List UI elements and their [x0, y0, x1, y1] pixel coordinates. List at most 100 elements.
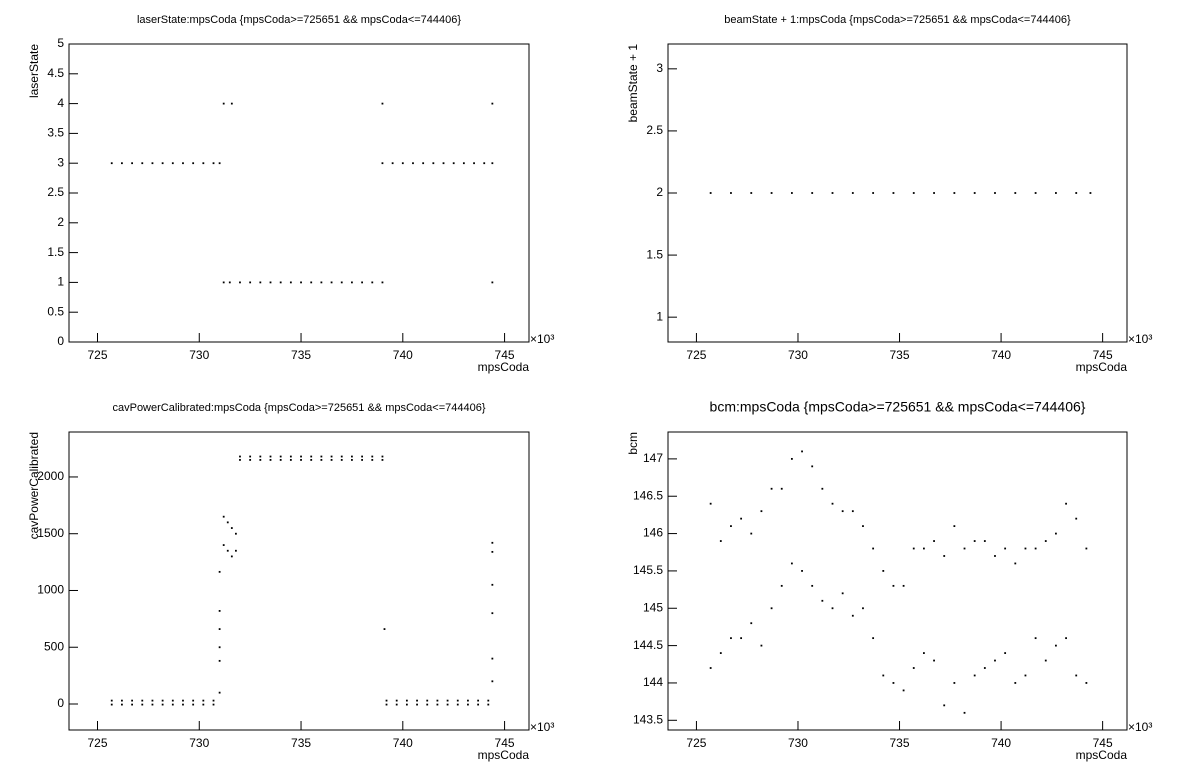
point [872, 547, 875, 550]
point [340, 455, 343, 458]
point [340, 459, 343, 461]
point [953, 192, 956, 194]
point [381, 455, 384, 458]
point [300, 455, 302, 458]
point [249, 281, 252, 284]
y-tick-label: 147 [643, 451, 663, 465]
point [351, 455, 353, 458]
point [381, 459, 384, 461]
point [933, 540, 935, 542]
point [902, 584, 905, 587]
point [770, 607, 773, 610]
x-tick-label: 735 [291, 736, 311, 750]
point [709, 667, 712, 669]
point [892, 192, 895, 194]
point [740, 637, 743, 640]
point [851, 614, 854, 617]
point [192, 703, 195, 706]
point [228, 281, 231, 284]
point [912, 667, 915, 669]
point [226, 549, 229, 552]
point [953, 525, 956, 528]
point [310, 459, 313, 461]
point [1065, 502, 1067, 505]
point [973, 674, 976, 677]
point [436, 699, 439, 702]
point [279, 455, 282, 458]
point [161, 703, 164, 706]
point [1004, 547, 1007, 550]
point [436, 703, 439, 706]
point [381, 102, 384, 105]
point [943, 704, 946, 707]
point [790, 457, 793, 460]
point [446, 699, 449, 702]
point [385, 699, 388, 702]
point [1034, 192, 1037, 194]
point [790, 562, 793, 565]
point [222, 544, 225, 546]
point [442, 162, 445, 165]
point [1065, 637, 1067, 640]
plot-frame [667, 431, 1128, 731]
x-tick-label: 730 [788, 736, 808, 750]
point [1089, 192, 1092, 194]
point [289, 455, 292, 458]
point [831, 502, 834, 505]
point [491, 680, 494, 683]
point [831, 192, 834, 194]
point [218, 691, 221, 694]
point [320, 281, 323, 284]
point [351, 281, 353, 284]
point [171, 162, 174, 165]
x-tick-label: 725 [686, 736, 706, 750]
y-axis-label: laserState [27, 44, 41, 98]
point [218, 646, 221, 649]
point [983, 540, 986, 542]
point [1055, 644, 1057, 647]
point [182, 162, 184, 165]
point [1024, 674, 1027, 677]
point [709, 502, 712, 505]
plot-frame [667, 43, 1128, 343]
point [1075, 517, 1078, 520]
y-tick-label: 1.5 [47, 245, 64, 259]
point [383, 628, 386, 630]
point [491, 612, 494, 615]
point [192, 162, 195, 165]
point [1014, 682, 1017, 684]
point [330, 281, 333, 284]
y-tick-label: 2.5 [47, 185, 64, 199]
point [412, 162, 414, 165]
x-tick-label: 730 [788, 348, 808, 362]
y-tick-label: 144 [643, 675, 663, 689]
point [310, 455, 313, 458]
y-tick-label: 146.5 [633, 488, 663, 502]
y-tick-label: 0 [57, 696, 64, 710]
point [269, 281, 272, 284]
y-axis-label: bcm [626, 432, 640, 455]
x-tick-label: 745 [1093, 348, 1113, 362]
point [381, 281, 384, 284]
x-tick-label: 725 [686, 348, 706, 362]
y-tick-label: 3 [656, 61, 663, 75]
plot-frame [68, 431, 530, 731]
point [983, 667, 986, 669]
point [477, 699, 480, 702]
point [289, 459, 292, 461]
x-tick-label: 745 [495, 348, 515, 362]
point [320, 459, 323, 461]
plot-panel: bcm:mpsCoda {mpsCoda>=725651 && mpsCoda<… [626, 399, 1152, 762]
point [222, 515, 225, 518]
point [750, 532, 753, 535]
point [1024, 547, 1027, 550]
point [259, 459, 262, 461]
point [456, 699, 459, 702]
point [249, 459, 252, 461]
plot-panel: cavPowerCalibrated:mpsCoda {mpsCoda>=725… [27, 402, 554, 762]
point [1034, 547, 1037, 550]
point [361, 281, 363, 284]
point [235, 532, 237, 535]
point [953, 682, 956, 684]
